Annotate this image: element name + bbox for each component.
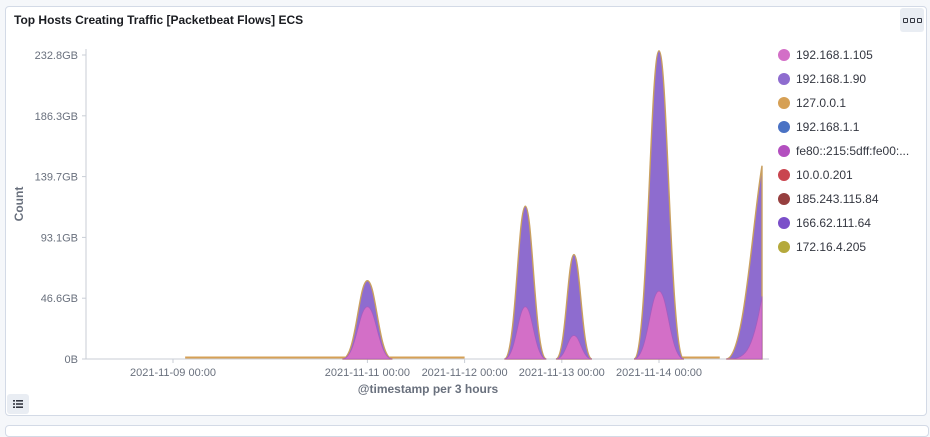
legend-item[interactable]: 192.168.1.90 <box>776 67 926 91</box>
legend-item[interactable]: 172.16.4.205 <box>776 235 926 259</box>
area-192-168-1-105 <box>504 306 547 360</box>
legend-label: 172.16.4.205 <box>796 240 867 254</box>
y-tick-label: 0B <box>65 354 78 366</box>
options-dots-icon <box>902 17 908 23</box>
legend-color-dot <box>778 217 790 229</box>
legend-label: 192.168.1.1 <box>796 120 860 134</box>
area-192-168-1-90 <box>633 50 685 360</box>
legend-color-dot <box>778 49 790 61</box>
x-tick-label: 2021-11-12 00:00 <box>422 367 508 379</box>
legend-item[interactable]: 185.243.115.84 <box>776 187 926 211</box>
legend-color-dot <box>778 73 790 85</box>
legend-label: 10.0.0.201 <box>796 168 853 182</box>
legend-item[interactable]: fe80::215:5dff:fe00:... <box>776 139 926 163</box>
chart-legend: 192.168.1.105 192.168.1.90 127.0.0.1 192.16… <box>776 43 926 259</box>
options-dot <box>916 17 922 23</box>
legend-color-dot <box>778 97 790 109</box>
legend-color-dot <box>778 169 790 181</box>
legend-color-dot <box>778 121 790 133</box>
legend-color-dot <box>778 145 790 157</box>
area-192-168-1-105 <box>342 306 393 360</box>
legend-item[interactable]: 192.168.1.1 <box>776 115 926 139</box>
visualization-panel: Top Hosts Creating Traffic [Packetbeat F… <box>5 6 927 416</box>
legend-color-dot <box>778 193 790 205</box>
area-192-168-1-105 <box>726 296 763 360</box>
panel-title: Top Hosts Creating Traffic [Packetbeat F… <box>14 13 304 27</box>
options-dot <box>909 17 915 23</box>
x-tick-label: 2021-11-13 00:00 <box>519 367 605 379</box>
y-tick-label: 232.8GB <box>35 50 78 62</box>
legend-toggle-button[interactable] <box>7 394 29 414</box>
legend-label: 192.168.1.90 <box>796 72 867 86</box>
y-tick-label: 186.3GB <box>35 111 78 123</box>
next-panel-edge <box>5 425 929 437</box>
legend-color-dot <box>778 241 790 253</box>
y-tick-label: 93.1GB <box>41 232 78 244</box>
area-192-168-1-90 <box>725 165 763 360</box>
area-192-168-1-90 <box>555 253 593 360</box>
legend-label: 192.168.1.105 <box>796 48 873 62</box>
legend-label: fe80::215:5dff:fe00:... <box>796 144 910 158</box>
legend-label: 166.62.111.64 <box>796 216 871 230</box>
area-192-168-1-105 <box>555 335 593 360</box>
y-tick-label: 139.7GB <box>35 172 78 184</box>
area-192-168-1-90 <box>503 205 548 360</box>
legend-label: 185.243.115.84 <box>796 192 879 206</box>
legend-item[interactable]: 166.62.111.64 <box>776 211 926 235</box>
y-axis-title: Count <box>12 187 26 222</box>
x-axis-title: @timestamp per 3 hours <box>358 382 499 396</box>
legend-item[interactable]: 127.0.0.1 <box>776 91 926 115</box>
y-tick-label: 46.6GB <box>41 293 78 305</box>
panel-options-button[interactable] <box>900 8 924 32</box>
x-tick-label: 2021-11-09 00:00 <box>130 367 216 379</box>
area-192-168-1-105 <box>633 290 685 360</box>
x-tick-label: 2021-11-14 00:00 <box>616 367 702 379</box>
x-tick-label: 2021-11-11 00:00 <box>325 367 410 379</box>
legend-item[interactable]: 192.168.1.105 <box>776 43 926 67</box>
area-chart: 0B 46.6GB 93.1GB 139.7GB 186.3GB 232.8GB 2021-… <box>12 49 769 396</box>
list-icon <box>13 400 23 408</box>
legend-item[interactable]: 10.0.0.201 <box>776 163 926 187</box>
legend-label: 127.0.0.1 <box>796 96 847 110</box>
